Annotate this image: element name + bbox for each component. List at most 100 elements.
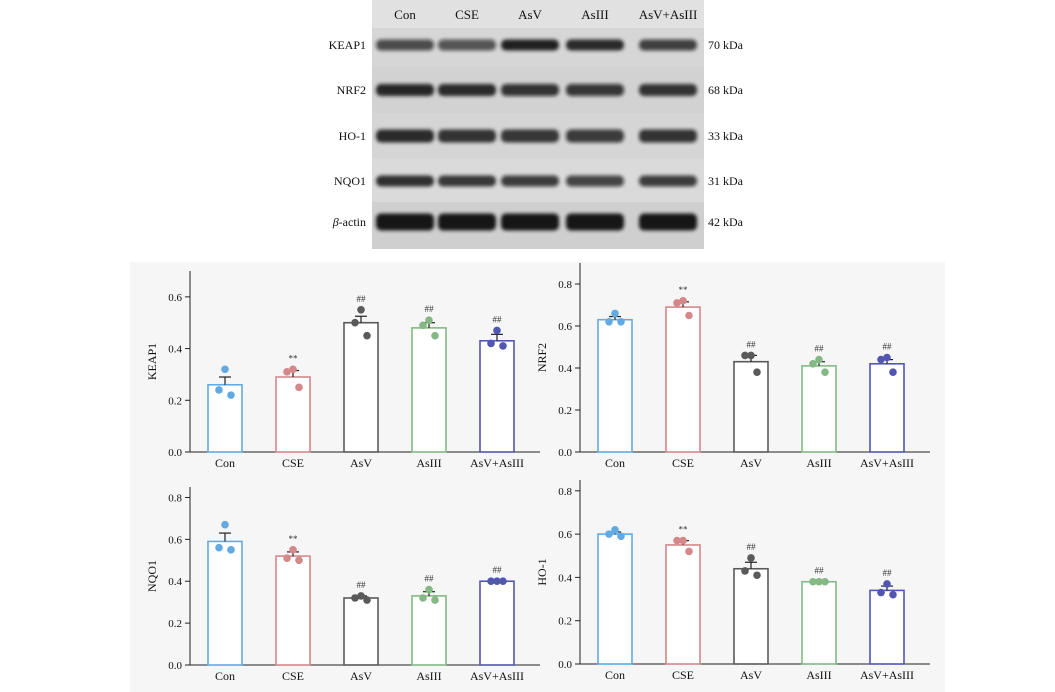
bar-asiii [411, 327, 447, 453]
y-tick-label: 0.0 [558, 659, 572, 671]
data-point-asiii [425, 585, 433, 594]
band-actin-cse [438, 213, 496, 231]
y-tick-label: 0.0 [168, 660, 182, 672]
x-tick-label-con: Con [605, 456, 625, 470]
data-point-asiii [425, 316, 433, 324]
data-point-asv [351, 594, 359, 602]
data-point-cse [673, 536, 681, 545]
y-tick-label: 0.6 [558, 529, 572, 541]
protein-label-ho1: HO-1 [338, 129, 366, 143]
data-point-cse [685, 311, 693, 320]
bar-asv [733, 567, 769, 665]
y-axis-title: HO-1 [535, 558, 549, 585]
bar-asiii [801, 580, 837, 665]
bar-asiii [411, 595, 447, 666]
band-actin-asiii [566, 213, 624, 231]
x-tick-label-asv-asiii: AsV+AsIII [470, 669, 524, 683]
lane-label-asv-asiii: AsV+AsIII [638, 7, 698, 22]
significance-label-asiii: ## [425, 574, 435, 584]
significance-label-asv-asiii: ## [883, 342, 893, 352]
bar-asv [343, 321, 379, 453]
y-tick-label: 0.4 [168, 576, 182, 588]
data-point-cse [289, 365, 297, 374]
band-ho-1-asv-asiii [639, 129, 697, 143]
data-point-con [605, 530, 613, 538]
size-label-nrf2: 68 kDa [708, 83, 743, 97]
data-point-asv-asiii [499, 577, 507, 586]
bar-asv-asiii [479, 580, 515, 666]
data-point-asv-asiii [883, 353, 891, 362]
lane-label-asv: AsV [518, 7, 542, 22]
data-point-asv-asiii [877, 588, 885, 597]
bar-con [597, 533, 633, 665]
y-axis-title: NRF2 [535, 343, 549, 372]
data-point-asv-asiii [889, 368, 897, 376]
bar-con [597, 318, 633, 453]
y-tick-label: 0.6 [558, 321, 572, 333]
x-tick-label-con: Con [605, 668, 625, 682]
nqo1-bar-chart: 0.0 0.2 0.4 0.6 0.8 NQO1 Con ** CSE ## AsV ## AsIII #… [145, 487, 540, 683]
y-tick-label: 0.2 [558, 616, 572, 628]
data-point-asv-asiii [487, 577, 495, 586]
x-tick-label-asv-asiii: AsV+AsIII [470, 456, 524, 470]
data-point-asiii [419, 594, 427, 602]
band-keap1-asv-asiii [639, 39, 697, 51]
data-point-cse [685, 547, 693, 556]
y-tick-label: 0.8 [558, 279, 572, 291]
protein-label-nrf2: NRF2 [336, 83, 366, 97]
x-tick-label-asiii: AsIII [806, 668, 831, 682]
data-point-asv [363, 596, 371, 604]
data-point-asv-asiii [499, 342, 507, 350]
data-point-asv [747, 554, 755, 562]
y-tick-label: 0.4 [558, 572, 572, 584]
band-ho-1-asv [501, 129, 559, 143]
protein-label-beta-actin: β-actin [332, 215, 366, 229]
x-tick-label-asv-asiii: AsV+AsIII [860, 668, 914, 682]
data-point-asv [351, 318, 359, 327]
x-tick-label-asiii: AsIII [416, 669, 441, 683]
data-point-con [215, 543, 223, 552]
x-tick-label-asv: AsV [350, 456, 372, 470]
y-tick-label: 0.6 [168, 292, 182, 304]
band-ho-1-asiii [566, 129, 624, 143]
x-tick-label-asv: AsV [740, 456, 762, 470]
data-point-asiii [431, 596, 439, 604]
band-keap1-asiii [566, 39, 624, 51]
bar-asv-asiii [479, 340, 515, 453]
data-point-asv [741, 351, 749, 360]
data-point-cse [295, 383, 303, 392]
western-blot-image [372, 0, 704, 249]
data-point-cse [679, 297, 687, 305]
data-point-asv [363, 331, 371, 340]
data-point-con [227, 546, 235, 554]
data-point-asv [753, 571, 761, 580]
lane-label-asiii: AsIII [581, 7, 609, 22]
data-point-con [221, 520, 229, 529]
data-point-con [617, 318, 625, 326]
lane-label-con: Con [394, 7, 416, 22]
data-point-asv-asiii [487, 339, 495, 348]
band-nrf2-asiii [566, 84, 624, 96]
y-tick-label: 0.0 [168, 447, 182, 459]
protein-label-nqo1: NQO1 [334, 174, 366, 188]
bar-con [207, 383, 243, 453]
data-point-cse [673, 299, 681, 307]
y-axis-title: KEAP1 [145, 343, 159, 380]
y-tick-label: 0.8 [558, 486, 572, 498]
band-actin-asv-asiii [639, 213, 697, 231]
bar-asiii [801, 365, 837, 453]
data-point-asv-asiii [883, 580, 891, 588]
y-tick-label: 0.4 [558, 363, 572, 375]
band-actin-con [376, 213, 434, 231]
bar-asv [343, 597, 379, 666]
band-nqo1-asv-asiii [639, 175, 697, 187]
size-label-ho1: 33 kDa [708, 129, 743, 143]
keap1-bar-chart: 0.0 0.2 0.4 0.6 KEAP1 Con ** CSE ## AsV ## AsIII ## A… [145, 271, 540, 470]
size-label-keap1: 70 kDa [708, 38, 743, 52]
band-keap1-con [376, 39, 434, 51]
significance-label-cse: ** [289, 534, 299, 544]
significance-label-asv: ## [357, 580, 367, 590]
data-point-con [605, 318, 613, 326]
bar-asv [733, 360, 769, 453]
y-tick-label: 0.2 [168, 395, 182, 407]
